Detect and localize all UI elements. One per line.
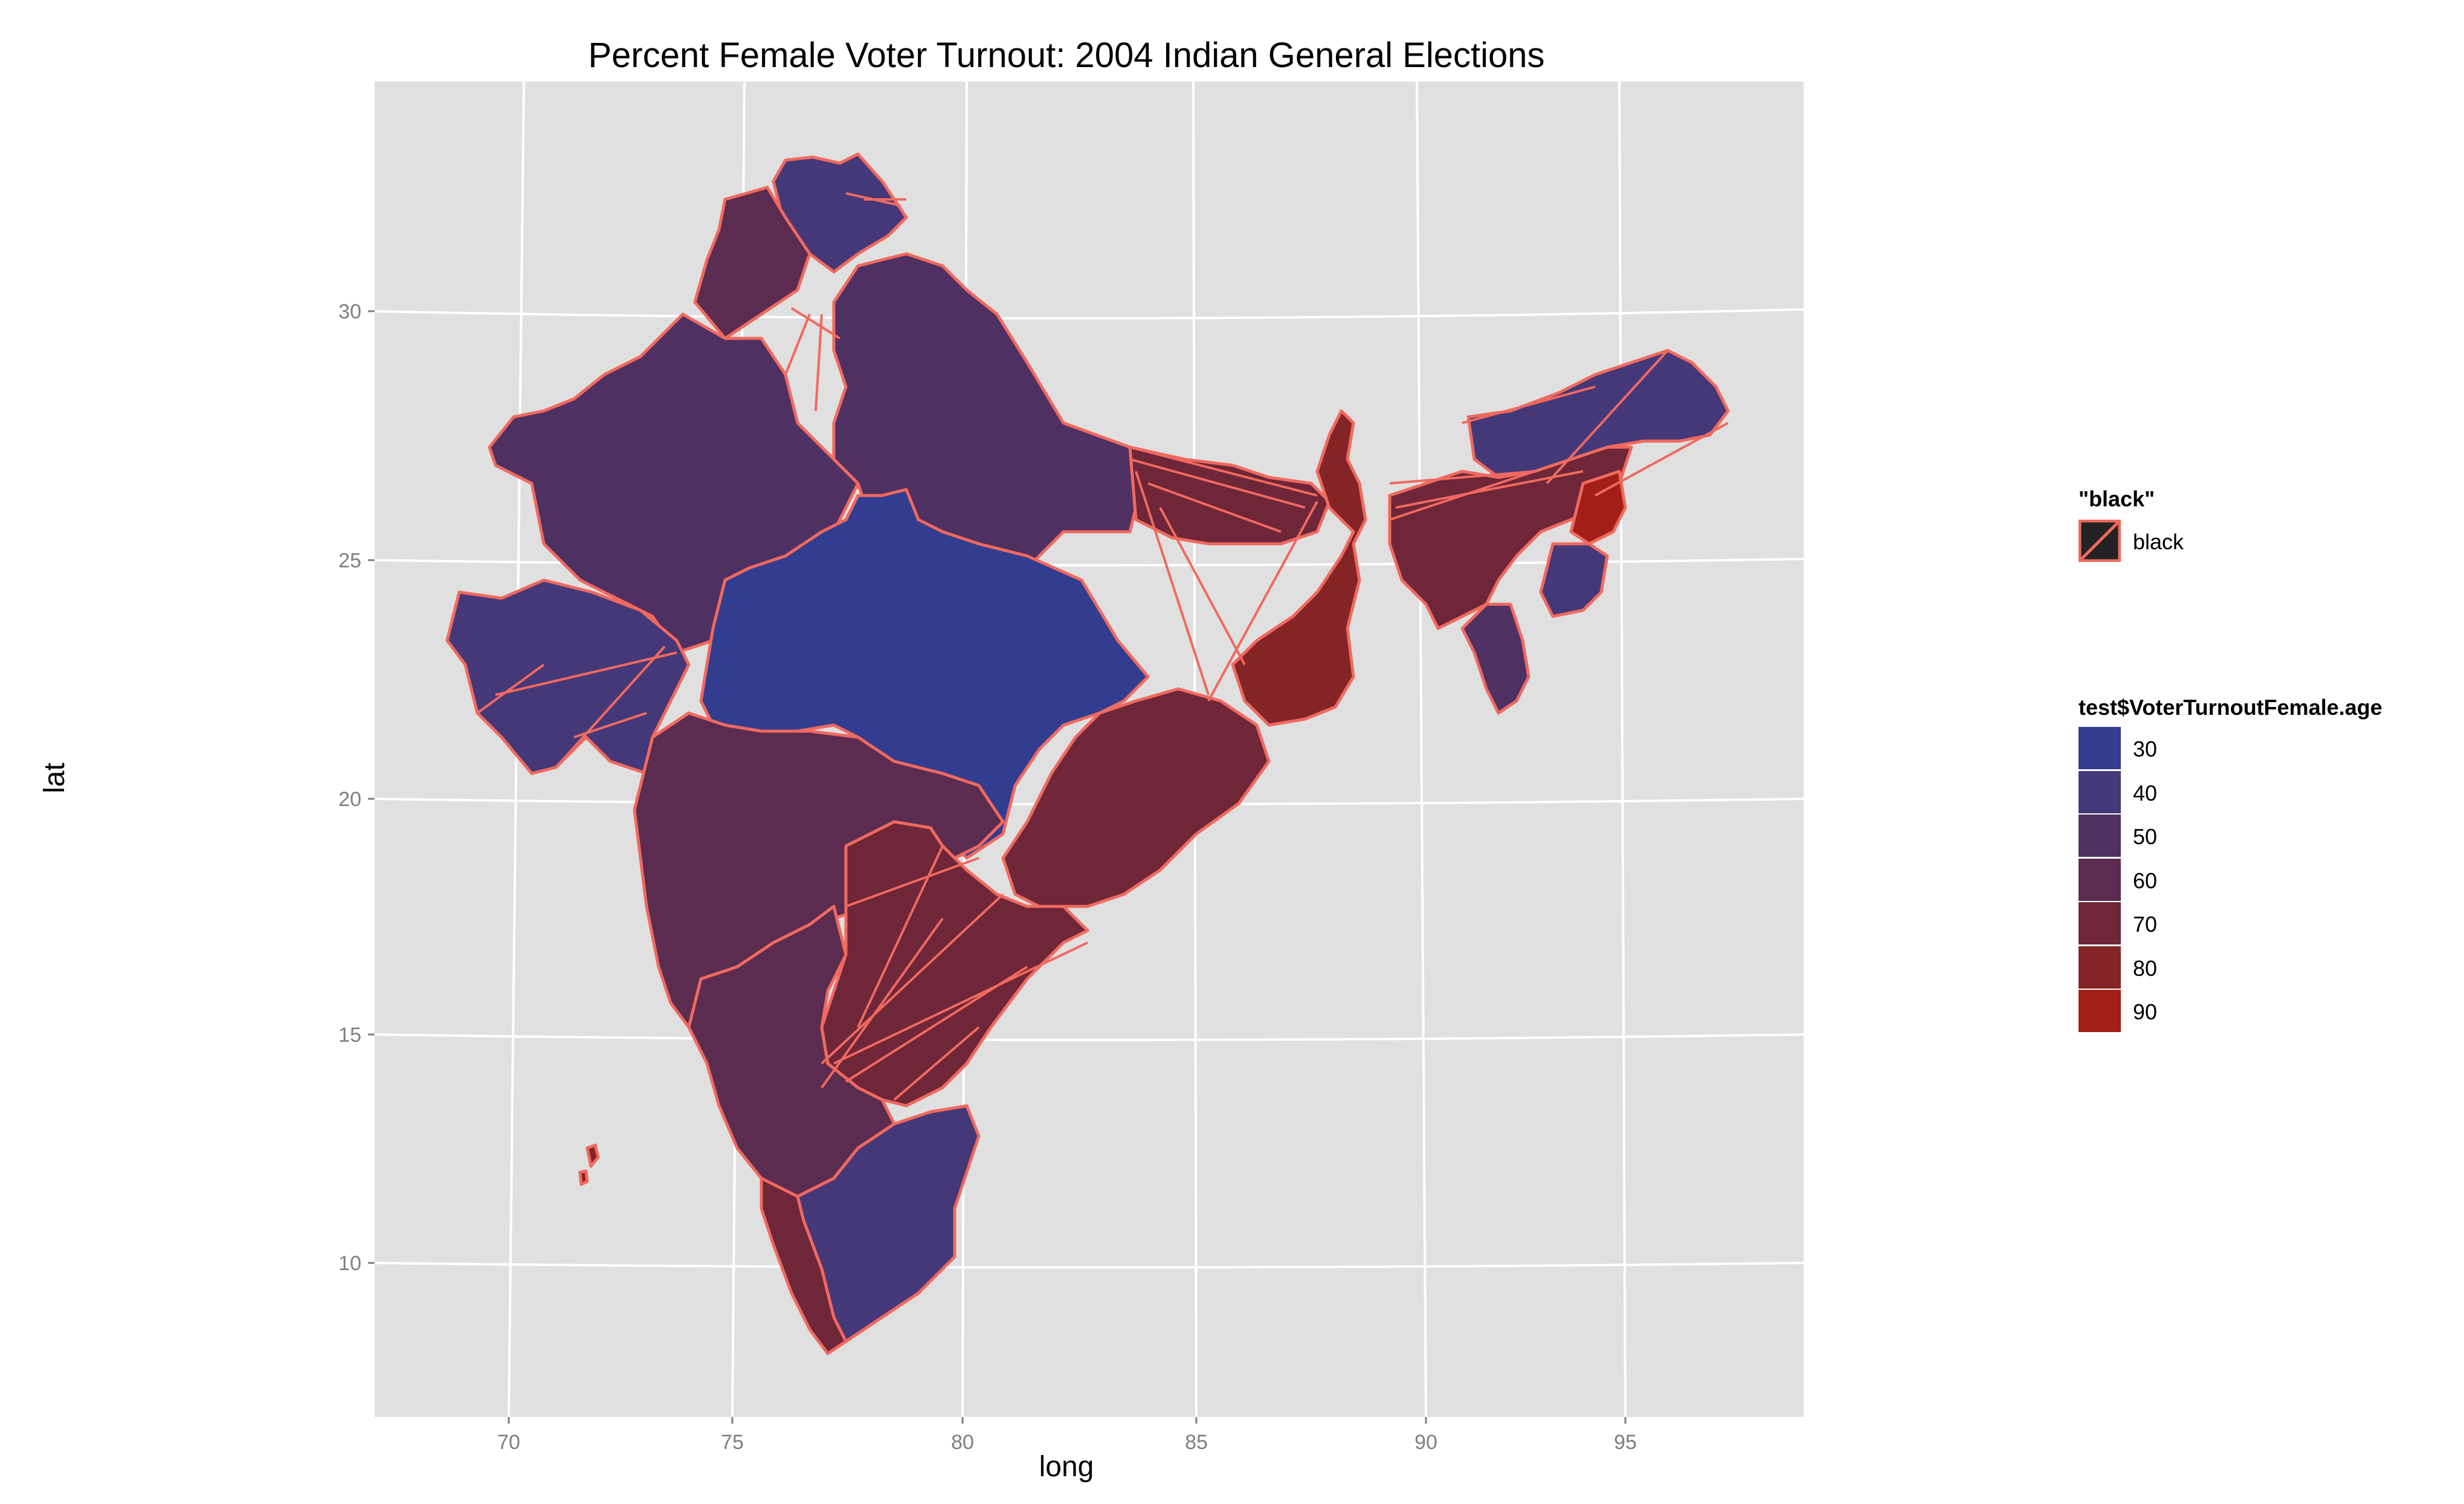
- legend-fill-swatch: [2079, 858, 2121, 901]
- gridline-lon-90: [1416, 81, 1427, 1418]
- region-chhattisgarh-odisha: [1001, 687, 1271, 908]
- region-uttar-pradesh: [832, 252, 1138, 570]
- connector-line: [476, 645, 677, 769]
- legend-color-swatch: [2079, 520, 2121, 562]
- x-tick-label: 90: [1414, 1431, 1437, 1454]
- x-tick-label: 85: [1185, 1431, 1208, 1454]
- gridline-lat-10: [374, 1262, 1804, 1269]
- legend-fill-label: 50: [2133, 824, 2158, 849]
- region-andhra-pradesh: [820, 820, 1089, 1108]
- y-tick-label: 10: [338, 1252, 361, 1275]
- legend-fill-label: 90: [2133, 999, 2158, 1024]
- state-polygons: [445, 152, 1730, 1355]
- legend-fill-swatch: [2079, 946, 2121, 989]
- connector-line: [784, 192, 906, 412]
- y-axis-label: lat: [38, 763, 71, 793]
- x-tick-labels: 70 75 80 85 90 95: [497, 1431, 1637, 1454]
- region-himachal-punjab: [693, 186, 811, 340]
- x-tick-label: 80: [951, 1431, 974, 1454]
- legend-fill-swatch: [2079, 902, 2121, 944]
- legend-color-title: "black": [2079, 486, 2155, 511]
- region-tripura-mizoram: [1460, 602, 1530, 715]
- gridline-lon-95: [1618, 81, 1627, 1418]
- connector-lines: [476, 192, 1729, 1101]
- legend-fill-label: 40: [2133, 780, 2158, 805]
- legend-fill-swatch: [2079, 990, 2121, 1032]
- y-tick-label: 25: [338, 549, 361, 572]
- connector-line: [821, 845, 1088, 1101]
- axis-ticks: [368, 310, 1627, 1424]
- legend-fill-swatch: [2079, 727, 2121, 769]
- map-title: Percent Female Voter Turnout: 2004 India…: [588, 36, 1545, 75]
- region-nagaland-manipur: [1569, 470, 1627, 546]
- region-tamil-nadu: [796, 1104, 981, 1343]
- x-axis-label: long: [1039, 1451, 1094, 1483]
- region-kerala: [760, 1176, 848, 1355]
- legend-fill-label: 80: [2133, 955, 2158, 981]
- legend-color-label: black: [2133, 529, 2184, 554]
- y-tick-label: 30: [338, 300, 361, 323]
- region-manipur-mizoram: [1539, 542, 1609, 618]
- x-tick-label: 70: [497, 1431, 520, 1454]
- legend-fill-swatch: [2079, 815, 2121, 857]
- legend-fill-label: 70: [2133, 912, 2158, 937]
- legend-fill-swatch: [2079, 770, 2121, 813]
- region-jharkhand-bengal: [1231, 409, 1367, 727]
- y-tick-labels: 30 25 20 15 10: [338, 300, 361, 1275]
- region-lakshadweep: [578, 1143, 600, 1186]
- connector-line: [1129, 349, 1729, 702]
- y-tick-label: 15: [338, 1024, 361, 1047]
- y-tick-label: 20: [338, 788, 361, 811]
- x-tick-label: 95: [1614, 1431, 1637, 1454]
- legend-fill-label: 30: [2133, 737, 2158, 761]
- gridline-lat-30: [374, 308, 1804, 320]
- gridline-lat-15: [374, 1033, 1804, 1041]
- legend-fill-label: 60: [2133, 868, 2158, 893]
- x-tick-label: 75: [721, 1431, 744, 1454]
- legend-fill-title: test$VoterTurnoutFemale.age: [2079, 695, 2382, 720]
- region-bihar: [1128, 445, 1331, 546]
